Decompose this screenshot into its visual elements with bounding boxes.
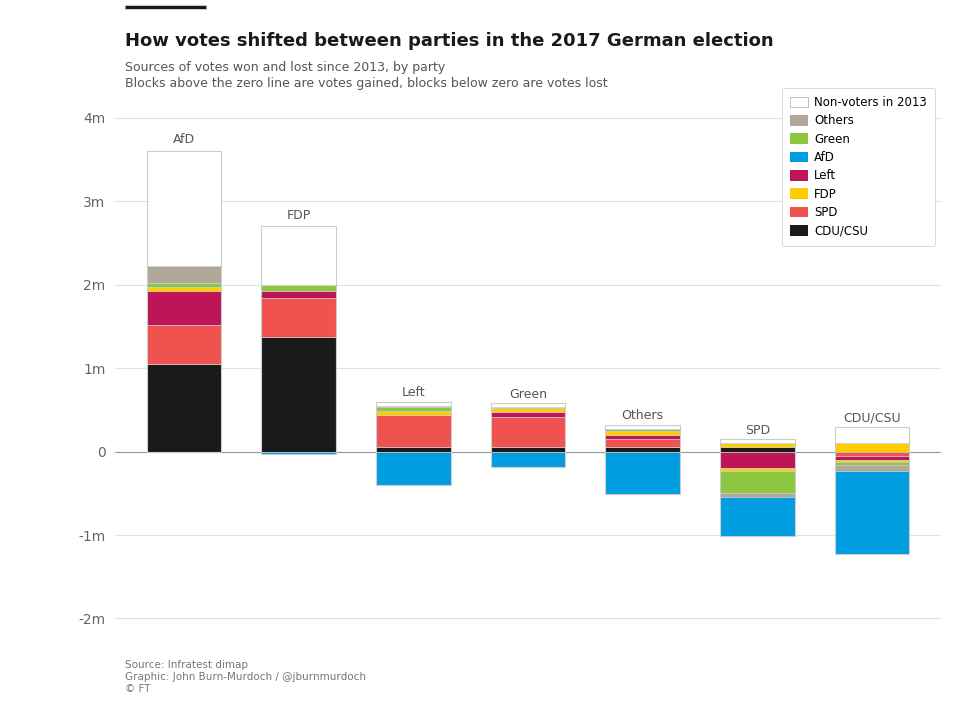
Bar (491, 408, 565, 413)
Bar (147, 325, 221, 364)
Bar (147, 364, 221, 452)
Text: How votes shifted between parties in the 2017 German election: How votes shifted between parties in the… (125, 32, 774, 50)
Text: Others: Others (622, 410, 663, 423)
Bar (720, 452, 795, 468)
Bar (720, 439, 795, 443)
Bar (376, 452, 450, 485)
Bar (835, 471, 909, 554)
Text: CDU/CSU: CDU/CSU (843, 411, 900, 424)
Bar (835, 427, 909, 443)
Bar (261, 285, 336, 292)
Bar (376, 415, 450, 448)
Bar (376, 448, 450, 452)
Bar (261, 452, 336, 454)
Bar (835, 456, 909, 460)
Bar (261, 337, 336, 452)
Bar (606, 429, 680, 430)
Bar (147, 152, 221, 267)
Bar (376, 406, 450, 407)
Text: FDP: FDP (286, 209, 311, 222)
Bar (147, 292, 221, 325)
Bar (147, 283, 221, 287)
Legend: Non-voters in 2013, Others, Green, AfD, Left, FDP, SPD, CDU/CSU: Non-voters in 2013, Others, Green, AfD, … (782, 88, 935, 245)
Bar (376, 407, 450, 410)
Bar (147, 267, 221, 283)
Bar (606, 439, 680, 448)
Bar (720, 497, 795, 536)
Bar (606, 425, 680, 429)
Bar (376, 410, 450, 415)
Bar (261, 227, 336, 285)
Text: Left: Left (401, 386, 425, 399)
Bar (261, 292, 336, 298)
Bar (606, 430, 680, 435)
Text: SPD: SPD (745, 423, 770, 437)
Bar (720, 443, 795, 448)
Bar (606, 435, 680, 439)
Bar (835, 460, 909, 463)
Bar (376, 402, 450, 406)
Text: Sources of votes won and lost since 2013, by party: Sources of votes won and lost since 2013… (125, 61, 445, 74)
Bar (720, 468, 795, 471)
Bar (835, 443, 909, 452)
Bar (147, 287, 221, 292)
Text: Green: Green (509, 388, 547, 400)
Text: AfD: AfD (173, 132, 195, 146)
Bar (720, 471, 795, 493)
Bar (491, 452, 565, 467)
Text: Blocks above the zero line are votes gained, blocks below zero are votes lost: Blocks above the zero line are votes gai… (125, 77, 608, 89)
Bar (606, 452, 680, 494)
Bar (491, 413, 565, 417)
Text: Source: Infratest dimap
Graphic: John Burn-Murdoch / @jburnmurdoch
© FT: Source: Infratest dimap Graphic: John Bu… (125, 661, 366, 694)
Bar (491, 403, 565, 408)
Bar (835, 463, 909, 465)
Bar (491, 417, 565, 448)
Bar (835, 452, 909, 456)
Bar (720, 493, 795, 497)
Bar (606, 448, 680, 452)
Bar (261, 298, 336, 337)
Bar (720, 448, 795, 452)
Bar (491, 448, 565, 452)
Bar (835, 465, 909, 471)
